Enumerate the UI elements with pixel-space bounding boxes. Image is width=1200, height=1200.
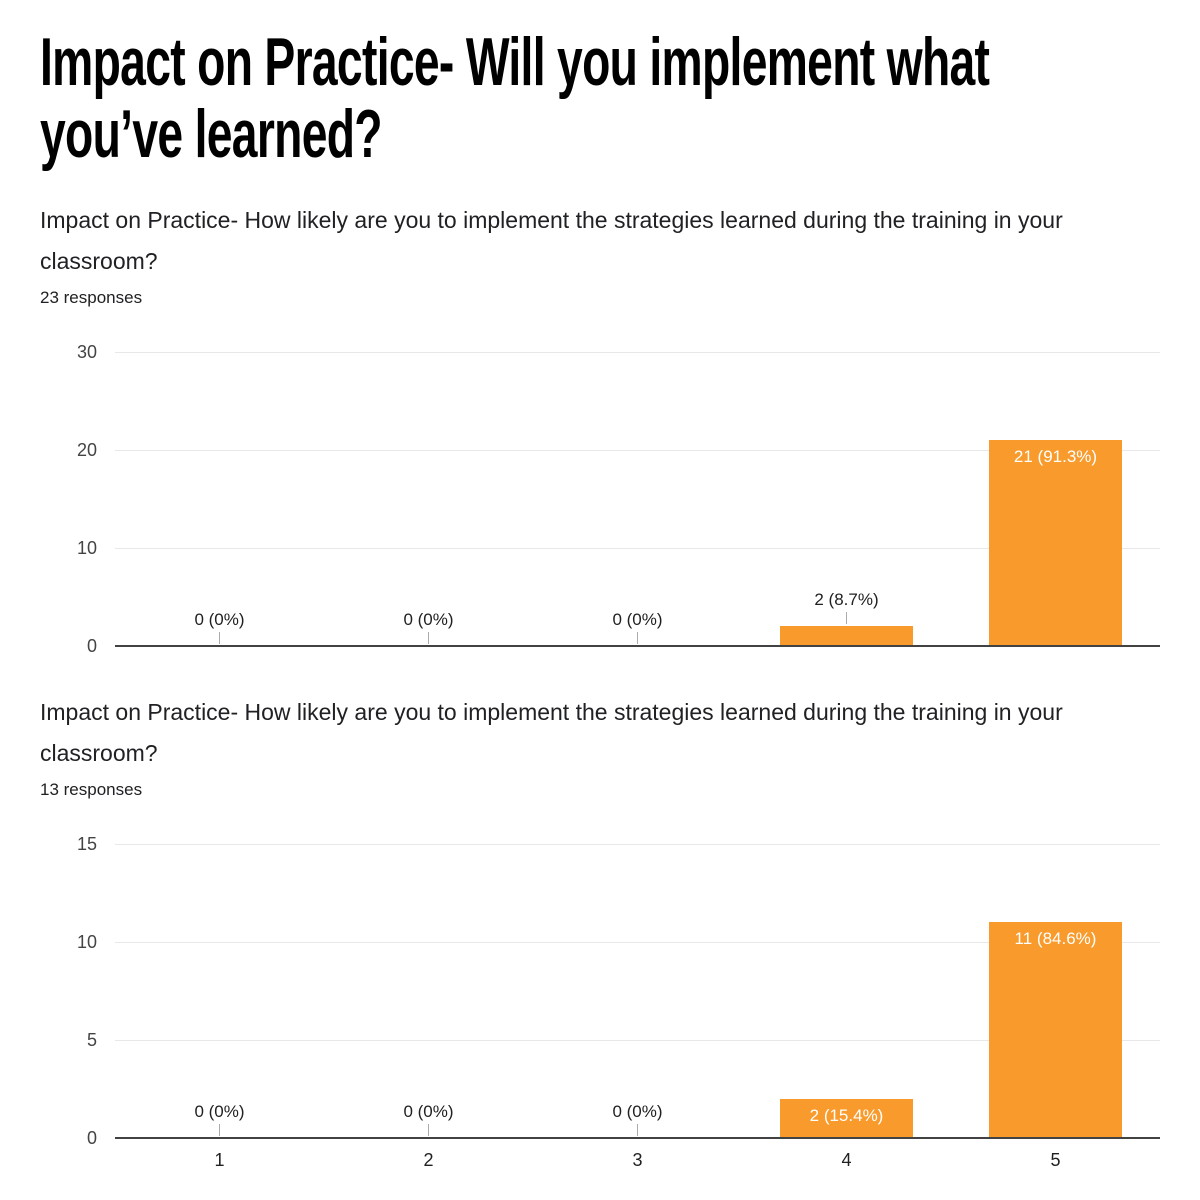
label-leader-line <box>219 632 220 645</box>
x-tick-label: 5 <box>1050 1149 1061 1170</box>
category-slot: 0 (0%) <box>324 844 533 1138</box>
gridline <box>115 548 1160 550</box>
category-slot: 0 (0%) <box>324 352 533 646</box>
bar-value-label: 0 (0%) <box>194 610 245 630</box>
gridline <box>115 941 1160 943</box>
gridline <box>115 843 1160 845</box>
question-text: Impact on Practice- How likely are you t… <box>40 207 1063 275</box>
page-title-line-1: Impact on Practice- Will you implement w… <box>40 24 990 100</box>
x-tick-label: 2 <box>423 1149 434 1170</box>
page-title: Impact on Practice- Will you implement w… <box>40 24 990 173</box>
y-axis: 0 5 10 15 <box>40 834 115 1148</box>
gridline <box>115 1039 1160 1041</box>
question-section-2: Impact on Practice- How likely are you t… <box>40 692 1160 1178</box>
category-slot: 2 (15.4%) <box>742 844 951 1138</box>
question-text: Impact on Practice- How likely are you t… <box>40 699 1063 766</box>
bar-value-label: 0 (0%) <box>612 1101 663 1121</box>
y-tick-label: 20 <box>76 440 97 461</box>
label-leader-line <box>637 1123 638 1136</box>
bar <box>988 440 1123 647</box>
bar-value-label: 21 (91.3%) <box>1013 447 1098 467</box>
bar-value-label: 2 (15.4%) <box>809 1105 884 1125</box>
category-slot: 0 (0%) <box>115 844 324 1138</box>
y-tick-label: 15 <box>76 833 97 854</box>
category-slot: 11 (84.6%) <box>951 844 1160 1138</box>
gridline <box>115 450 1160 452</box>
label-leader-line <box>846 612 847 625</box>
y-tick-label: 30 <box>76 342 97 363</box>
x-baseline <box>115 645 1160 648</box>
bar <box>779 626 914 647</box>
x-axis: 1 2 3 4 5 <box>115 1138 1160 1178</box>
label-leader-line <box>637 632 638 645</box>
plot-area: 0 (0%) 0 (0%) 0 (0%) 2 (8.7%) 21 (91.3%) <box>115 352 1160 648</box>
bar-chart-2: 0 5 10 15 0 (0%) 0 (0%) 0 (0%) 2 (15.4%) 11 (84… <box>40 834 1160 1178</box>
bar <box>779 1098 914 1138</box>
bar-value-label: 0 (0%) <box>194 1101 245 1121</box>
bar-value-label: 0 (0%) <box>403 1101 454 1121</box>
x-baseline <box>115 1136 1160 1139</box>
y-tick-label: 10 <box>76 931 97 952</box>
y-tick-label: 10 <box>76 538 97 559</box>
y-tick-label: 0 <box>86 1127 97 1148</box>
page-title-line-2: you’ve learned? <box>40 96 383 173</box>
label-leader-line <box>219 1123 220 1136</box>
y-tick-label: 0 <box>86 636 97 657</box>
x-tick-label: 1 <box>214 1149 225 1170</box>
bar-chart-1: 0 10 20 30 0 (0%) 0 (0%) 0 (0%) 2 (8.7%) 21 (91… <box>40 342 1160 656</box>
y-tick-label: 5 <box>86 1029 97 1050</box>
category-slot: 0 (0%) <box>115 352 324 646</box>
x-tick-label: 3 <box>632 1149 643 1170</box>
x-tick-label: 4 <box>841 1149 852 1170</box>
label-leader-line <box>428 632 429 645</box>
category-slot: 0 (0%) <box>533 844 742 1138</box>
y-axis: 0 10 20 30 <box>40 342 115 656</box>
category-slot: 2 (8.7%) <box>742 352 951 647</box>
gridline <box>115 352 1160 354</box>
response-count: 13 responses <box>40 779 143 799</box>
label-leader-line <box>428 1123 429 1136</box>
response-count: 23 responses <box>40 288 143 308</box>
plot-area: 0 (0%) 0 (0%) 0 (0%) 2 (15.4%) 11 (84.6%) <box>115 843 1160 1139</box>
bar-value-label: 0 (0%) <box>403 610 454 630</box>
bar-value-label: 11 (84.6%) <box>1014 929 1097 949</box>
bar-value-label: 0 (0%) <box>612 610 663 630</box>
bar <box>988 922 1123 1138</box>
question-section-1: Impact on Practice- How likely are you t… <box>40 200 1160 656</box>
category-slot: 21 (91.3%) <box>951 352 1160 647</box>
bar-value-label: 2 (8.7%) <box>814 590 879 610</box>
category-slot: 0 (0%) <box>533 352 742 646</box>
